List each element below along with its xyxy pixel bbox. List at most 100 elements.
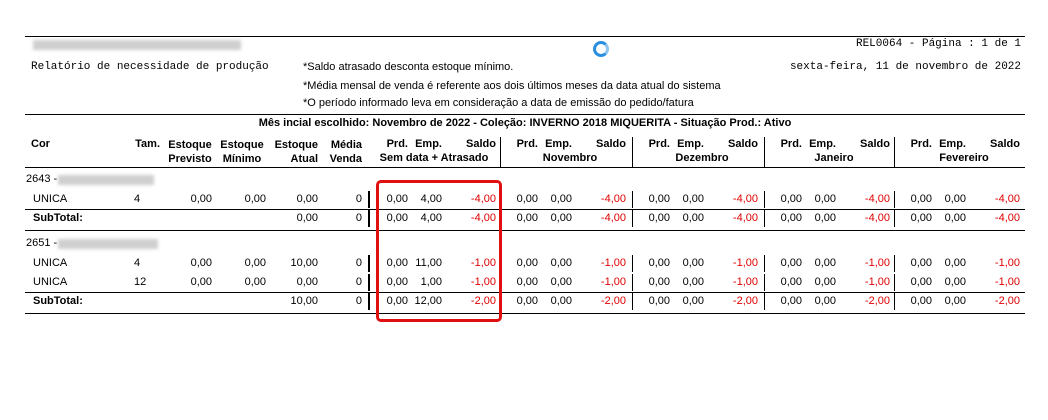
subtotal-rule	[25, 292, 1025, 293]
cell-period-saldo: -2,00	[600, 295, 626, 307]
cell-period-saldo: -1,00	[600, 276, 626, 288]
cell-period-prd: 0,00	[386, 257, 408, 269]
cell-period-prd: 0,00	[386, 295, 408, 307]
cell-media-venda: 0	[355, 193, 362, 205]
cell-separator	[894, 191, 895, 208]
cell-period-emp: 0,00	[550, 193, 572, 205]
period-separator	[894, 137, 895, 167]
cell-period-saldo: -1,00	[994, 276, 1020, 288]
cell-separator	[632, 274, 633, 291]
cell-period-prd: 0,00	[386, 276, 408, 288]
cell-period-saldo: -4,00	[732, 212, 758, 224]
cell-period-saldo: -1,00	[994, 257, 1020, 269]
cell-period-saldo: -4,00	[732, 193, 758, 205]
cell-period-prd: 0,00	[910, 295, 932, 307]
report-code: REL0064 - Página : 1 de 1	[855, 38, 1021, 50]
cell-period-saldo: -4,00	[600, 212, 626, 224]
highlight-box	[376, 180, 502, 322]
col-estoque-atual: Estoque Atual	[274, 139, 318, 165]
col-period-0-saldo: Saldo	[466, 138, 496, 150]
cell-separator	[764, 210, 765, 227]
col-media-venda: Média Venda	[329, 139, 362, 165]
cell-estoque-minimo: 0,00	[244, 276, 266, 288]
note-1: *Saldo atrasado desconta estoque mínimo.	[303, 61, 514, 73]
redacted-product-name	[58, 239, 158, 249]
note-3: *O período informado leva em consideraçã…	[303, 97, 694, 109]
cell-period-emp: 0,00	[682, 295, 704, 307]
cell-period-prd: 0,00	[386, 193, 408, 205]
col-tam: Tam.	[135, 138, 160, 150]
cell-period-saldo: -1,00	[864, 257, 890, 269]
cell-period-emp: 0,00	[682, 212, 704, 224]
cell-estoque-atual: 0,00	[296, 193, 318, 205]
cell-period-emp: 0,00	[944, 295, 966, 307]
subtotal-label: SubTotal:	[33, 212, 83, 224]
cell-period-emp: 12,00	[414, 295, 442, 307]
cell-period-prd: 0,00	[780, 193, 802, 205]
cell-period-emp: 4,00	[420, 193, 442, 205]
cell-period-saldo: -1,00	[600, 257, 626, 269]
col-period-3-saldo: Saldo	[860, 138, 890, 150]
cell-period-prd: 0,00	[780, 295, 802, 307]
cell-period-emp: 11,00	[415, 257, 442, 269]
cell-period-saldo: -4,00	[994, 193, 1020, 205]
cell-period-saldo: -1,00	[470, 257, 496, 269]
cell-period-prd: 0,00	[910, 212, 932, 224]
cell-separator	[894, 274, 895, 291]
redacted-company-name	[33, 40, 241, 50]
cell-period-saldo: -4,00	[600, 193, 626, 205]
col-estoque-previsto: Estoque Previsto	[168, 139, 212, 165]
cell-period-prd: 0,00	[386, 212, 408, 224]
cell-period-prd: 0,00	[648, 193, 670, 205]
col-period-2-emp: Emp.	[677, 138, 704, 150]
cell-period-saldo: -1,00	[732, 257, 758, 269]
cell-period-prd: 0,00	[648, 257, 670, 269]
group-rule	[25, 313, 1025, 314]
cell-period-emp: 0,00	[944, 257, 966, 269]
cell-period-emp: 0,00	[682, 257, 704, 269]
redacted-product-name	[58, 175, 154, 185]
cell-period-prd: 0,00	[648, 212, 670, 224]
cell-period-saldo: -4,00	[864, 212, 890, 224]
cell-period-emp: 0,00	[550, 295, 572, 307]
cell-cor: UNICA	[33, 257, 68, 269]
loading-spinner-icon	[593, 41, 609, 57]
cell-estoque-atual: 10,00	[290, 295, 318, 307]
cell-period-emp: 0,00	[814, 193, 836, 205]
cell-period-emp: 1,00	[420, 276, 442, 288]
cell-period-saldo: -1,00	[732, 276, 758, 288]
cell-separator	[368, 293, 370, 310]
cell-separator	[368, 210, 370, 227]
cell-period-emp: 0,00	[682, 276, 704, 288]
cell-period-prd: 0,00	[648, 276, 670, 288]
cell-period-prd: 0,00	[780, 212, 802, 224]
col-period-name: Sem data + Atrasado	[379, 152, 489, 164]
cell-period-prd: 0,00	[910, 276, 932, 288]
cell-separator	[764, 191, 765, 208]
col-period-0-prd: Prd.	[386, 138, 408, 150]
cell-period-prd: 0,00	[910, 193, 932, 205]
col-period-2-prd: Prd.	[648, 138, 670, 150]
cell-estoque-atual: 10,00	[290, 257, 318, 269]
period-separator	[764, 137, 765, 167]
report-title: Relatório de necessidade de produção	[31, 61, 269, 73]
cell-period-emp: 0,00	[550, 257, 572, 269]
cell-period-emp: 0,00	[944, 212, 966, 224]
header-rule	[25, 114, 1025, 115]
cell-period-emp: 0,00	[944, 276, 966, 288]
cell-media-venda: 0	[355, 295, 362, 307]
cell-separator	[764, 293, 765, 310]
cell-period-emp: 0,00	[814, 276, 836, 288]
col-period-name: Fevereiro	[939, 152, 989, 164]
cell-estoque-minimo: 0,00	[244, 193, 266, 205]
cell-period-emp: 0,00	[550, 276, 572, 288]
col-cor: Cor	[31, 138, 50, 150]
cell-cor: UNICA	[33, 193, 68, 205]
cell-period-emp: 4,00	[420, 212, 442, 224]
columns-rule	[25, 167, 1025, 168]
cell-separator	[894, 293, 895, 310]
cell-media-venda: 0	[355, 257, 362, 269]
filter-line: Mês incial escolhido: Novembro de 2022 -…	[258, 117, 792, 129]
cell-period-saldo: -4,00	[470, 193, 496, 205]
col-period-name: Novembro	[542, 152, 598, 164]
